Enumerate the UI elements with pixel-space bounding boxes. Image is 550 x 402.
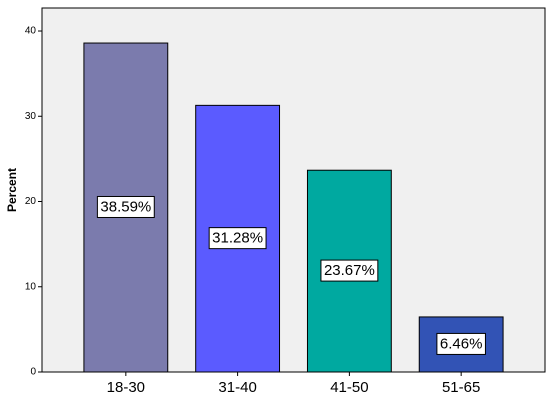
value-label-box [436,332,486,355]
y-tick-label: 0 [30,367,36,378]
plot-border [41,7,546,373]
value-label-box [96,195,155,218]
value-label: 31.28% [212,230,263,247]
x-tick-label: 31-40 [218,379,256,396]
x-tick-label: 18-30 [107,379,145,396]
y-tick-label: 40 [25,26,37,37]
y-tick-label: 30 [25,111,37,122]
x-tick-label: 41-50 [330,379,368,396]
y-axis-label: Percent [5,168,19,212]
value-label: 23.67% [324,262,375,279]
value-label: 38.59% [100,198,151,215]
x-tick-label: 51-65 [442,379,480,396]
y-tick-label: 20 [25,196,37,207]
value-label-box [208,227,267,250]
value-label-box [320,259,379,282]
value-label: 6.46% [440,335,483,352]
y-tick-label: 10 [25,281,37,292]
